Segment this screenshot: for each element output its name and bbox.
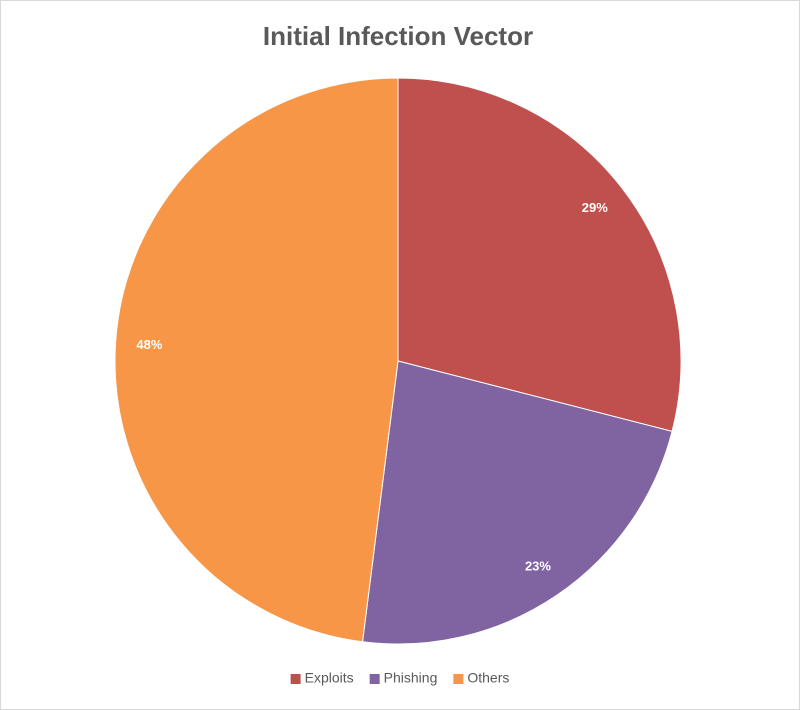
legend: Exploits Phishing Others [290,670,509,686]
data-label: 48% [136,337,162,352]
chart-title: Initial Infection Vector [263,21,533,51]
pie-slice [361,360,673,645]
legend-label: Exploits [305,670,354,686]
legend-swatch [369,674,380,684]
pie-slice [397,77,682,432]
legend-label: Phishing [384,670,438,686]
data-label: 23% [525,558,551,573]
legend-swatch [290,674,301,684]
pie: 29% 23% 48% [114,77,682,645]
legend-label: Others [467,670,509,686]
legend-swatch [453,674,464,684]
data-label: 29% [582,200,608,215]
pie-slice [114,77,399,643]
